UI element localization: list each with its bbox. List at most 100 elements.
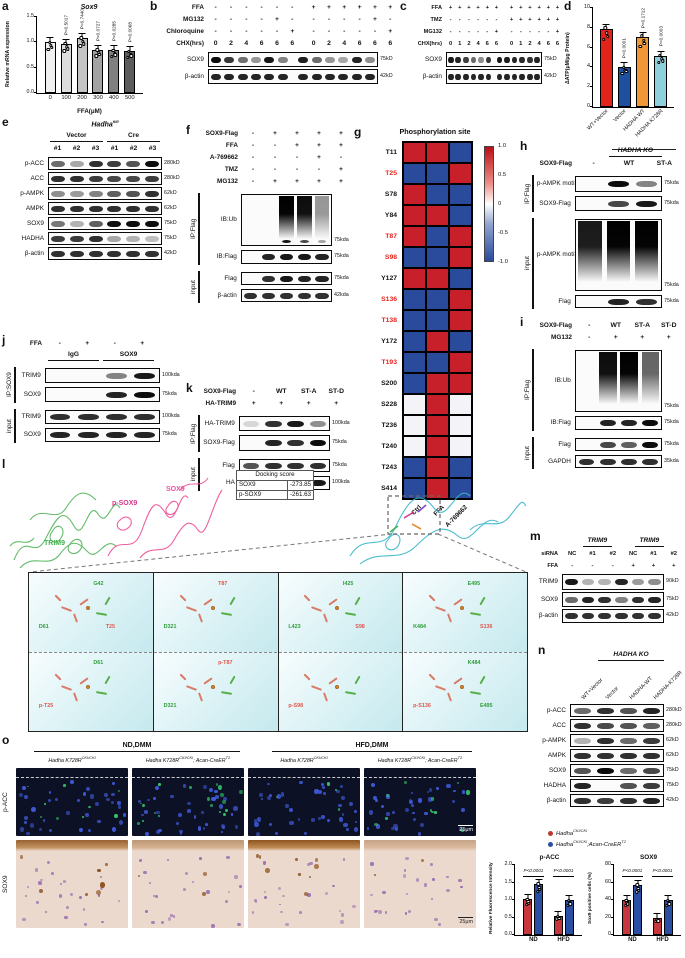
- condition-value: 0: [510, 40, 514, 47]
- blot-lane: [618, 417, 639, 429]
- cell-dot: [423, 882, 427, 887]
- condition-label: CHX(hrs): [176, 40, 204, 48]
- input-bracket: [532, 437, 534, 469]
- ip-section: IP:Flag IB:Ub 75kda IB:Flag 75kda: [524, 348, 682, 432]
- p-value: P<0.0001: [553, 867, 574, 873]
- condition-value: 1: [519, 40, 523, 47]
- data-point: [78, 44, 82, 48]
- residue-stick: [345, 690, 357, 695]
- condition-values: - - - - - + - - - - - +: [208, 28, 398, 35]
- panel-n: HADHA KO WT+Vector Vector HADHA-WT HADHA-K7…: [534, 650, 684, 826]
- condition-value: 4: [244, 40, 249, 48]
- ihc-image: [132, 840, 244, 928]
- data-point: [602, 37, 606, 41]
- cell-dot: [155, 829, 160, 835]
- condition-value: +: [476, 4, 480, 11]
- docking-score-table: Docking score SOX9 -273.85 p-SOX9 -261.63: [236, 470, 314, 501]
- residue-stick: [95, 611, 107, 616]
- condition-row: MG132- - - - + - - - - - + -: [158, 14, 398, 26]
- blot-box: [446, 52, 542, 67]
- blot-band: [144, 205, 159, 212]
- blot-lane: [518, 70, 526, 83]
- blot-band: [596, 707, 615, 714]
- condition-value: +: [640, 334, 645, 342]
- data-point: [621, 65, 626, 70]
- cell-dot: [62, 880, 66, 883]
- blot-lane: [597, 439, 618, 450]
- y-axis-label: Relative Fluorescence Intensity: [489, 862, 494, 934]
- condition-value: +: [290, 28, 295, 36]
- blot-lane: [222, 70, 235, 83]
- cell-dot: [370, 862, 374, 866]
- cell-dot: [143, 810, 149, 815]
- blot-label: IB:Flag: [550, 419, 571, 427]
- bar: [636, 31, 650, 107]
- blot-band: [265, 420, 282, 427]
- blot-lane: [124, 248, 143, 259]
- legend-dot: [548, 831, 553, 836]
- cell-dot: [277, 794, 281, 799]
- error-bar: [664, 895, 672, 901]
- blot-lane: [310, 53, 323, 66]
- data-point: [111, 48, 115, 53]
- blot-band: [144, 160, 159, 167]
- heatmap-cell: [448, 162, 473, 185]
- blot-smear: [641, 352, 660, 404]
- condition-value: -: [327, 28, 331, 36]
- group-header-row: Vector Cre: [6, 131, 162, 143]
- cell-dot: [199, 857, 202, 861]
- cell-dot: [161, 921, 164, 924]
- cell-dot: [167, 858, 170, 861]
- cell-dot: [348, 801, 353, 806]
- blot-lane: [307, 477, 329, 489]
- condition-label: MG132: [423, 28, 442, 35]
- blot-box: [562, 609, 664, 623]
- heatmap-row: T87: [356, 225, 473, 248]
- blot-box: [574, 295, 662, 308]
- antibody-groups: IgG SOX9: [6, 350, 156, 362]
- blot-lane: [74, 429, 102, 441]
- blot-box: [446, 69, 542, 84]
- cell-dot: [430, 862, 433, 866]
- cell-dot: [118, 820, 123, 826]
- cell-dot: [289, 821, 294, 826]
- blot-band: [526, 73, 533, 80]
- blot-lane: [68, 188, 87, 199]
- blot-lane: [594, 795, 617, 806]
- condition-values: - - - - - + - - - - - +: [446, 29, 562, 35]
- phosphate-dot: [335, 606, 340, 611]
- cell-dot: [373, 873, 377, 877]
- blot-lane: [323, 53, 336, 66]
- panel-d: ΔATP(μM/μg Protein) 0 2 4 6 8 10 WT+Vector P<0.…: [565, 4, 684, 156]
- condition-values: - + + + +: [242, 130, 352, 137]
- blot-lane: [571, 720, 594, 731]
- fluorescence-image: [132, 768, 244, 836]
- blot-label: p-ACC: [24, 159, 44, 167]
- x-axis-label: FFA(μM): [77, 108, 102, 116]
- condition-value: +: [372, 4, 377, 12]
- blot-lane: [86, 203, 105, 214]
- kd-marker: 75kD: [666, 766, 679, 773]
- cell-dot: [201, 892, 206, 897]
- blot-band: [315, 292, 329, 299]
- blot-band: [70, 190, 84, 197]
- heatmap-cell: [402, 288, 427, 311]
- condition-row: TMZ - - - - +: [190, 164, 352, 176]
- blot-box: [562, 592, 664, 607]
- legend-text: HadhaCKI/CKI: [556, 829, 587, 838]
- cell-dot: [86, 787, 91, 792]
- blot-lane: [350, 53, 363, 66]
- docking-row: SOX9 -273.85: [237, 480, 313, 491]
- blot-lane: [576, 456, 597, 467]
- cell-dot: [366, 826, 370, 830]
- cell-dot: [106, 797, 110, 801]
- group-cells: IgG SOX9: [46, 351, 156, 361]
- residue-view: p-S136 K484 E495: [403, 652, 527, 731]
- detail-column: D61 G42 T25 p-T25 D61: [29, 573, 154, 731]
- blot-band: [607, 181, 629, 187]
- cell-dot: [220, 830, 224, 834]
- blot-lane: [571, 795, 594, 806]
- residue-label: T87: [218, 581, 228, 588]
- blot-row: IB:Flag 75kda: [537, 416, 682, 430]
- condition-label: FFA: [547, 562, 558, 569]
